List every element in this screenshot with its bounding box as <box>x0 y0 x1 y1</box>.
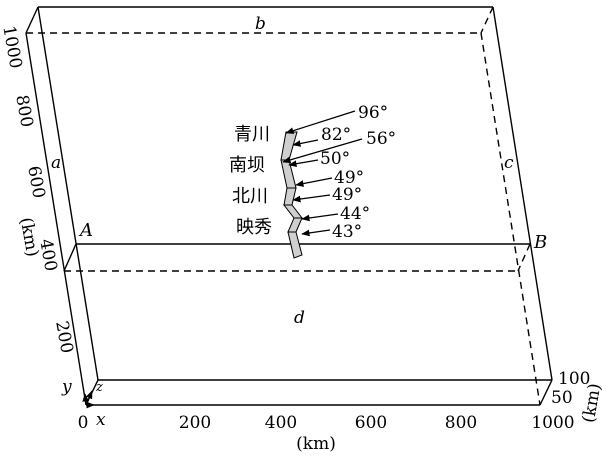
dip-arrow-8 <box>301 229 331 237</box>
section-label-A: A <box>78 220 93 241</box>
x-tick-1000: 1000 <box>531 413 574 433</box>
x-tick-400: 400 <box>265 413 297 433</box>
y-axis-arrow <box>82 393 90 406</box>
z-tick-100: 100 <box>558 369 590 389</box>
dip-angle-labels: 96° 82° 56° 50° 49° 49° 44° 43° <box>320 103 396 242</box>
dip-label-6: 49° <box>332 185 362 205</box>
x-tick-0: 0 <box>78 413 89 433</box>
place-labels: 青川 南坝 北川 映秀 <box>229 124 272 238</box>
y-tick-800: 800 <box>11 93 36 128</box>
dip-label-8: 43° <box>332 222 362 242</box>
fault-segment-5 <box>287 217 303 233</box>
dip-arrow-2 <box>292 139 319 147</box>
back-left-vertical-edge <box>37 6 99 381</box>
x-axis-symbol: x <box>96 410 106 430</box>
origin-axes <box>82 390 95 409</box>
box-dashed-edges <box>26 6 541 406</box>
dip-arrows <box>282 110 363 237</box>
front-right-vertical-edge <box>480 32 541 406</box>
y-tick-1000: 1000 <box>0 24 26 70</box>
x-tick-200: 200 <box>179 413 211 433</box>
y-axis-symbol: y <box>61 377 72 397</box>
dip-arrow-4 <box>288 159 319 168</box>
face-label-right: c <box>504 153 514 173</box>
x-tick-600: 600 <box>355 413 387 433</box>
dip-label-2: 82° <box>321 125 351 145</box>
front-left-vertical-edge <box>25 32 87 406</box>
back-right-vertical-edge <box>492 6 553 381</box>
face-label-left: a <box>51 153 61 173</box>
fault-segment-1 <box>280 131 298 161</box>
dip-arrow-3 <box>282 138 363 164</box>
x-axis-unit: (km) <box>296 434 336 454</box>
face-labels: b a c d A B <box>51 14 547 328</box>
place-qingchuan: 青川 <box>234 124 270 145</box>
x-tick-800: 800 <box>445 413 477 433</box>
place-beichuan: 北川 <box>232 186 268 207</box>
dip-arrow-6 <box>292 194 331 203</box>
place-nanba: 南坝 <box>229 155 265 176</box>
fault-segment-6 <box>287 231 303 259</box>
y-axis-unit: (km) <box>16 216 43 259</box>
face-label-bottom: d <box>294 308 305 328</box>
fault-segment-3 <box>283 187 297 206</box>
place-yingxiu: 映秀 <box>236 217 272 238</box>
section-label-B: B <box>533 232 547 253</box>
top-right-edge <box>480 6 494 34</box>
box-solid-edges <box>25 6 553 406</box>
z-axis-symbol: z <box>95 380 103 395</box>
y-tick-labels: 200 400 600 800 1000 (km) <box>0 24 77 355</box>
dip-label-4: 50° <box>320 149 350 169</box>
top-left-edge <box>25 6 39 34</box>
fault-plane <box>280 131 304 259</box>
face-label-top: b <box>255 14 266 34</box>
dip-arrow-7 <box>301 213 339 222</box>
z-tick-50: 50 <box>551 388 573 408</box>
dip-arrow-5 <box>295 177 333 187</box>
dip-label-3: 56° <box>366 129 396 149</box>
dip-arrow-1 <box>285 110 356 134</box>
x-tick-labels: 0 200 400 600 800 1000 (km) <box>78 413 575 454</box>
section-left-slant <box>63 243 77 272</box>
axis-symbols: x y z <box>61 377 106 430</box>
dip-label-1: 96° <box>358 103 388 123</box>
section-right-slant <box>517 243 531 272</box>
y-tick-600: 600 <box>23 164 48 199</box>
dip-label-5: 49° <box>334 168 364 188</box>
z-axis-arrow <box>85 390 93 406</box>
dip-label-7: 44° <box>340 204 370 224</box>
bottom-right-edge <box>539 379 553 406</box>
z-tick-labels: 100 50 (km) <box>551 369 605 424</box>
y-tick-200: 200 <box>51 319 76 354</box>
fault-segment-4 <box>282 204 304 219</box>
